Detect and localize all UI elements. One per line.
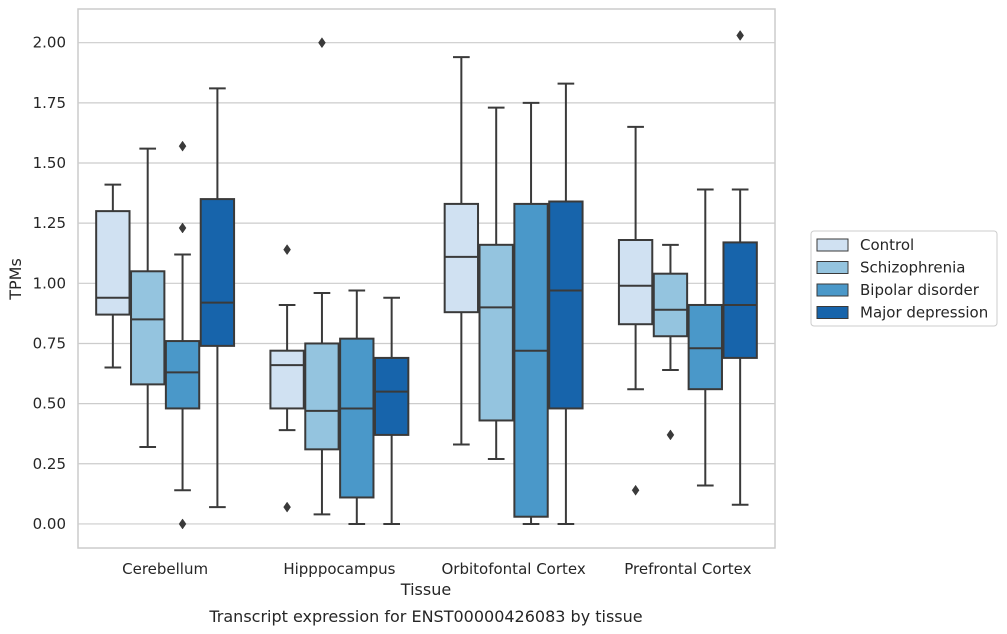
box-body bbox=[443, 202, 480, 314]
box-body bbox=[95, 210, 131, 316]
box-control bbox=[617, 125, 654, 496]
box-schizophrenia bbox=[478, 106, 514, 460]
plot-area-frame bbox=[77, 8, 776, 549]
legend-frame bbox=[810, 230, 998, 327]
box-body bbox=[722, 241, 758, 359]
box-control bbox=[269, 244, 305, 513]
box-body bbox=[130, 270, 166, 386]
y-axis-label: TPMs bbox=[6, 258, 25, 301]
box-major-depression bbox=[722, 30, 758, 506]
y-tick-label: 0.50 bbox=[33, 395, 66, 413]
outlier-point bbox=[631, 484, 640, 496]
box-body bbox=[478, 243, 514, 422]
box-body bbox=[617, 239, 654, 326]
box-body bbox=[269, 349, 305, 410]
outlier-point bbox=[736, 30, 744, 41]
outlier-point bbox=[283, 501, 291, 513]
x-tick-label: Cerebellum bbox=[122, 560, 208, 578]
y-tick-label: 2.00 bbox=[33, 34, 66, 52]
legend-label: Schizophrenia bbox=[860, 259, 965, 277]
box-bipolar-disorder bbox=[339, 289, 375, 525]
box-body bbox=[164, 340, 201, 410]
outlier-point bbox=[178, 222, 187, 234]
legend-label: Control bbox=[860, 236, 914, 254]
y-tick-labels: 0.00 0.25 0.50 0.75 1.00 1.25 1.50 1.75 2.00 bbox=[33, 34, 66, 533]
x-axis-label: Tissue bbox=[400, 580, 451, 599]
x-tick-label: Hipppocampus bbox=[283, 560, 395, 578]
box-body bbox=[304, 342, 340, 451]
y-tick-label: 1.00 bbox=[33, 274, 66, 292]
y-tick-label: 0.00 bbox=[33, 515, 66, 533]
outlier-point bbox=[318, 37, 326, 49]
box-control bbox=[443, 56, 480, 446]
outlier-point bbox=[666, 429, 675, 441]
legend-swatch bbox=[816, 261, 849, 274]
legend-items: Control Schizophrenia Bipolar disorder Majo… bbox=[816, 236, 988, 322]
box-schizophrenia bbox=[130, 147, 166, 448]
legend-label: Major depression bbox=[860, 304, 988, 322]
box-major-depression bbox=[373, 296, 410, 525]
box-major-depression bbox=[199, 87, 236, 509]
outlier-point bbox=[178, 518, 187, 530]
x-tick-labels: Cerebellum Hipppocampus Orbitofontal Corte… bbox=[122, 560, 751, 578]
box-bipolar-disorder bbox=[513, 101, 549, 525]
legend-label: Bipolar disorder bbox=[860, 281, 980, 299]
y-tick-label: 1.25 bbox=[33, 214, 66, 232]
outlier-point bbox=[283, 244, 291, 256]
chart-caption: Transcript expression for ENST0000042608… bbox=[208, 607, 642, 626]
legend-swatch bbox=[816, 306, 849, 319]
y-tick-label: 0.75 bbox=[33, 334, 66, 352]
legend: Control Schizophrenia Bipolar disorder Majo… bbox=[810, 230, 998, 327]
box-body bbox=[652, 272, 689, 338]
box-bipolar-disorder bbox=[687, 188, 723, 487]
y-tick-label: 1.75 bbox=[33, 94, 66, 112]
y-tick-label: 0.25 bbox=[33, 455, 66, 473]
box-control bbox=[95, 183, 131, 369]
box-major-depression bbox=[548, 82, 584, 525]
outlier-point bbox=[178, 140, 187, 152]
box-schizophrenia bbox=[652, 243, 689, 441]
box-body bbox=[373, 356, 410, 436]
box-bipolar-disorder bbox=[164, 140, 201, 530]
x-tick-label: Prefrontal Cortex bbox=[624, 560, 751, 578]
legend-swatch bbox=[816, 283, 849, 297]
box-body bbox=[548, 200, 584, 410]
x-tick-label: Orbitofontal Cortex bbox=[442, 560, 586, 578]
box-body bbox=[687, 303, 723, 391]
box-body bbox=[199, 198, 236, 347]
box-schizophrenia bbox=[304, 37, 340, 516]
box-body bbox=[339, 337, 375, 499]
boxes bbox=[95, 30, 758, 530]
y-tick-label: 1.50 bbox=[33, 154, 66, 172]
legend-swatch bbox=[816, 238, 849, 252]
box-body bbox=[513, 202, 549, 518]
